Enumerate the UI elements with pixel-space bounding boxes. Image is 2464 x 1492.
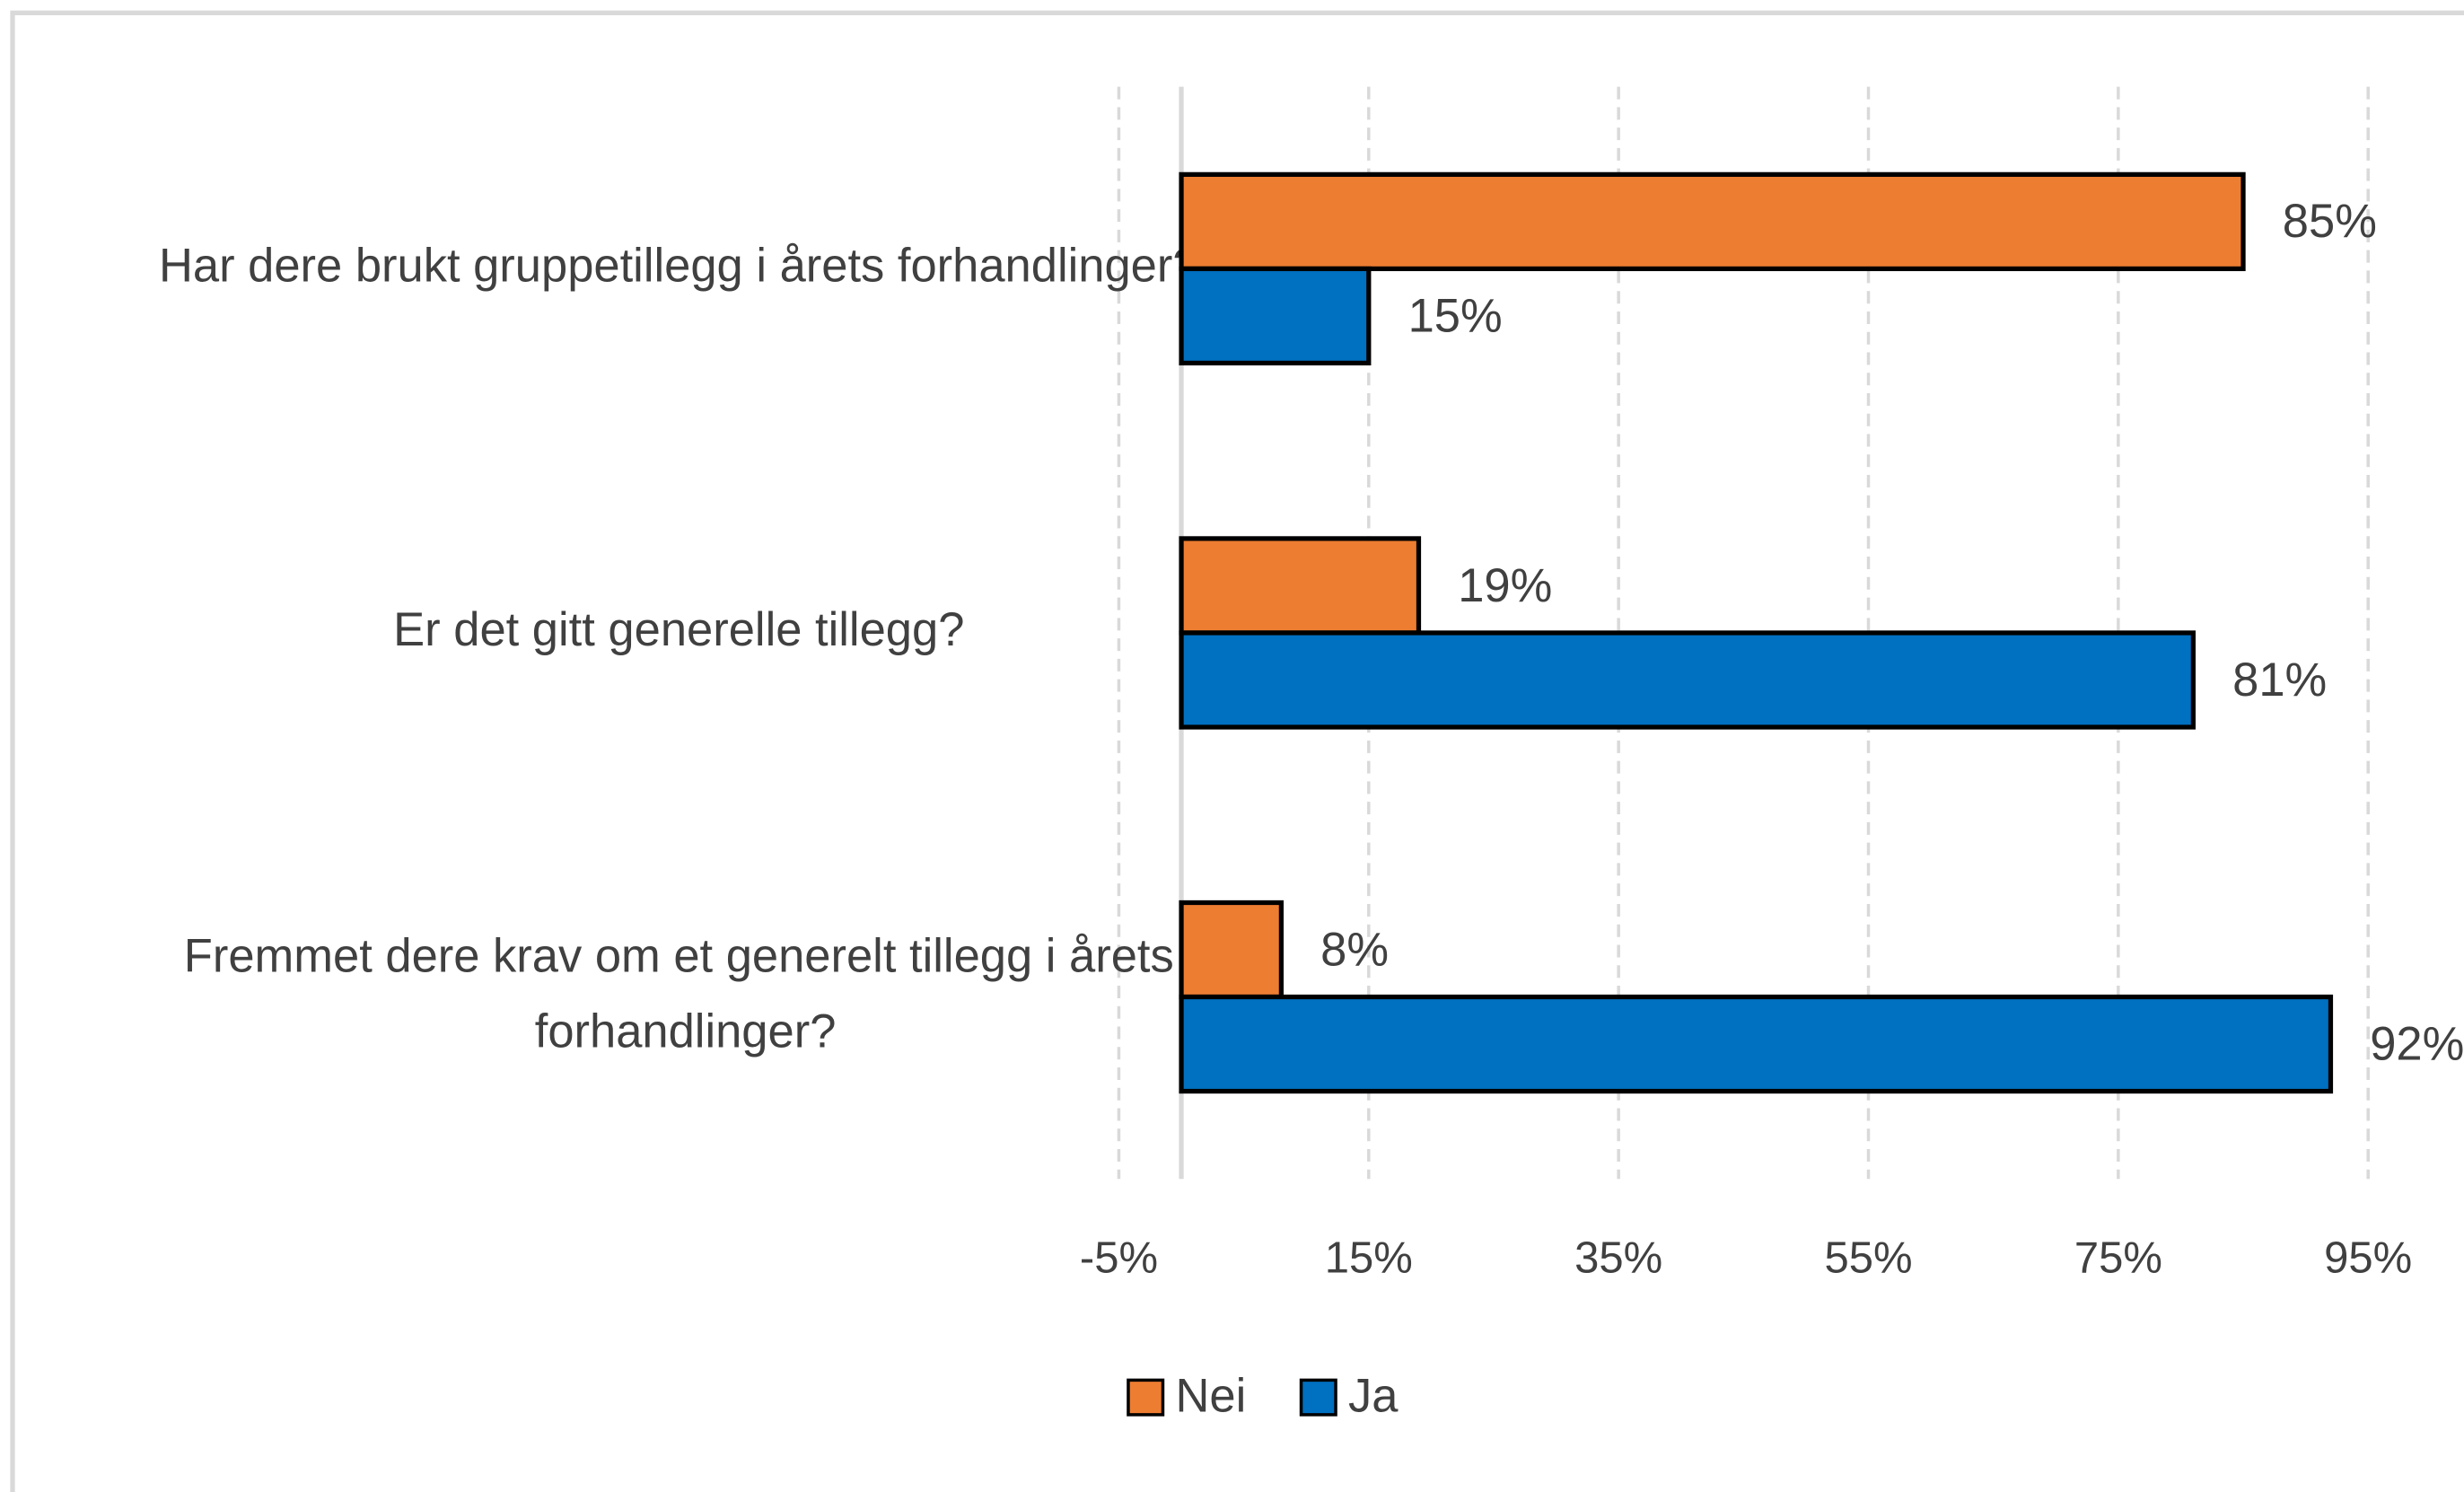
bar [1179,900,1285,1000]
y-tick-label: Er det gitt generelle tillegg? [393,603,964,656]
x-tick-label: -5% [1080,1233,1158,1282]
x-tick-label: 95% [2324,1233,2412,1282]
x-tick-label: 75% [2074,1233,2162,1282]
y-tick-label: Har dere brukt gruppetillegg i årets for… [159,239,1199,292]
x-tick-label: 35% [1574,1233,1662,1282]
legend-swatch [1299,1378,1337,1417]
x-tick-label: 15% [1325,1233,1413,1282]
value-label: 85% [2283,195,2377,248]
bar [1179,266,1372,366]
legend-swatch [1127,1378,1165,1417]
bar [1179,630,2196,730]
legend-label: Ja [1348,1369,1399,1422]
legend-label: Nei [1175,1369,1246,1422]
value-label: 81% [2232,654,2327,707]
bar [1179,536,1422,636]
x-tick-label: 55% [1824,1233,1912,1282]
value-label: 19% [1458,559,1552,612]
bar [1179,994,2334,1094]
y-tick-label: Fremmet dere krav om et generelt tillegg… [184,929,1174,1058]
value-label: 92% [2370,1017,2464,1070]
value-label: 15% [1408,289,1503,342]
bar [1179,171,2246,272]
value-label: 8% [1320,923,1389,976]
